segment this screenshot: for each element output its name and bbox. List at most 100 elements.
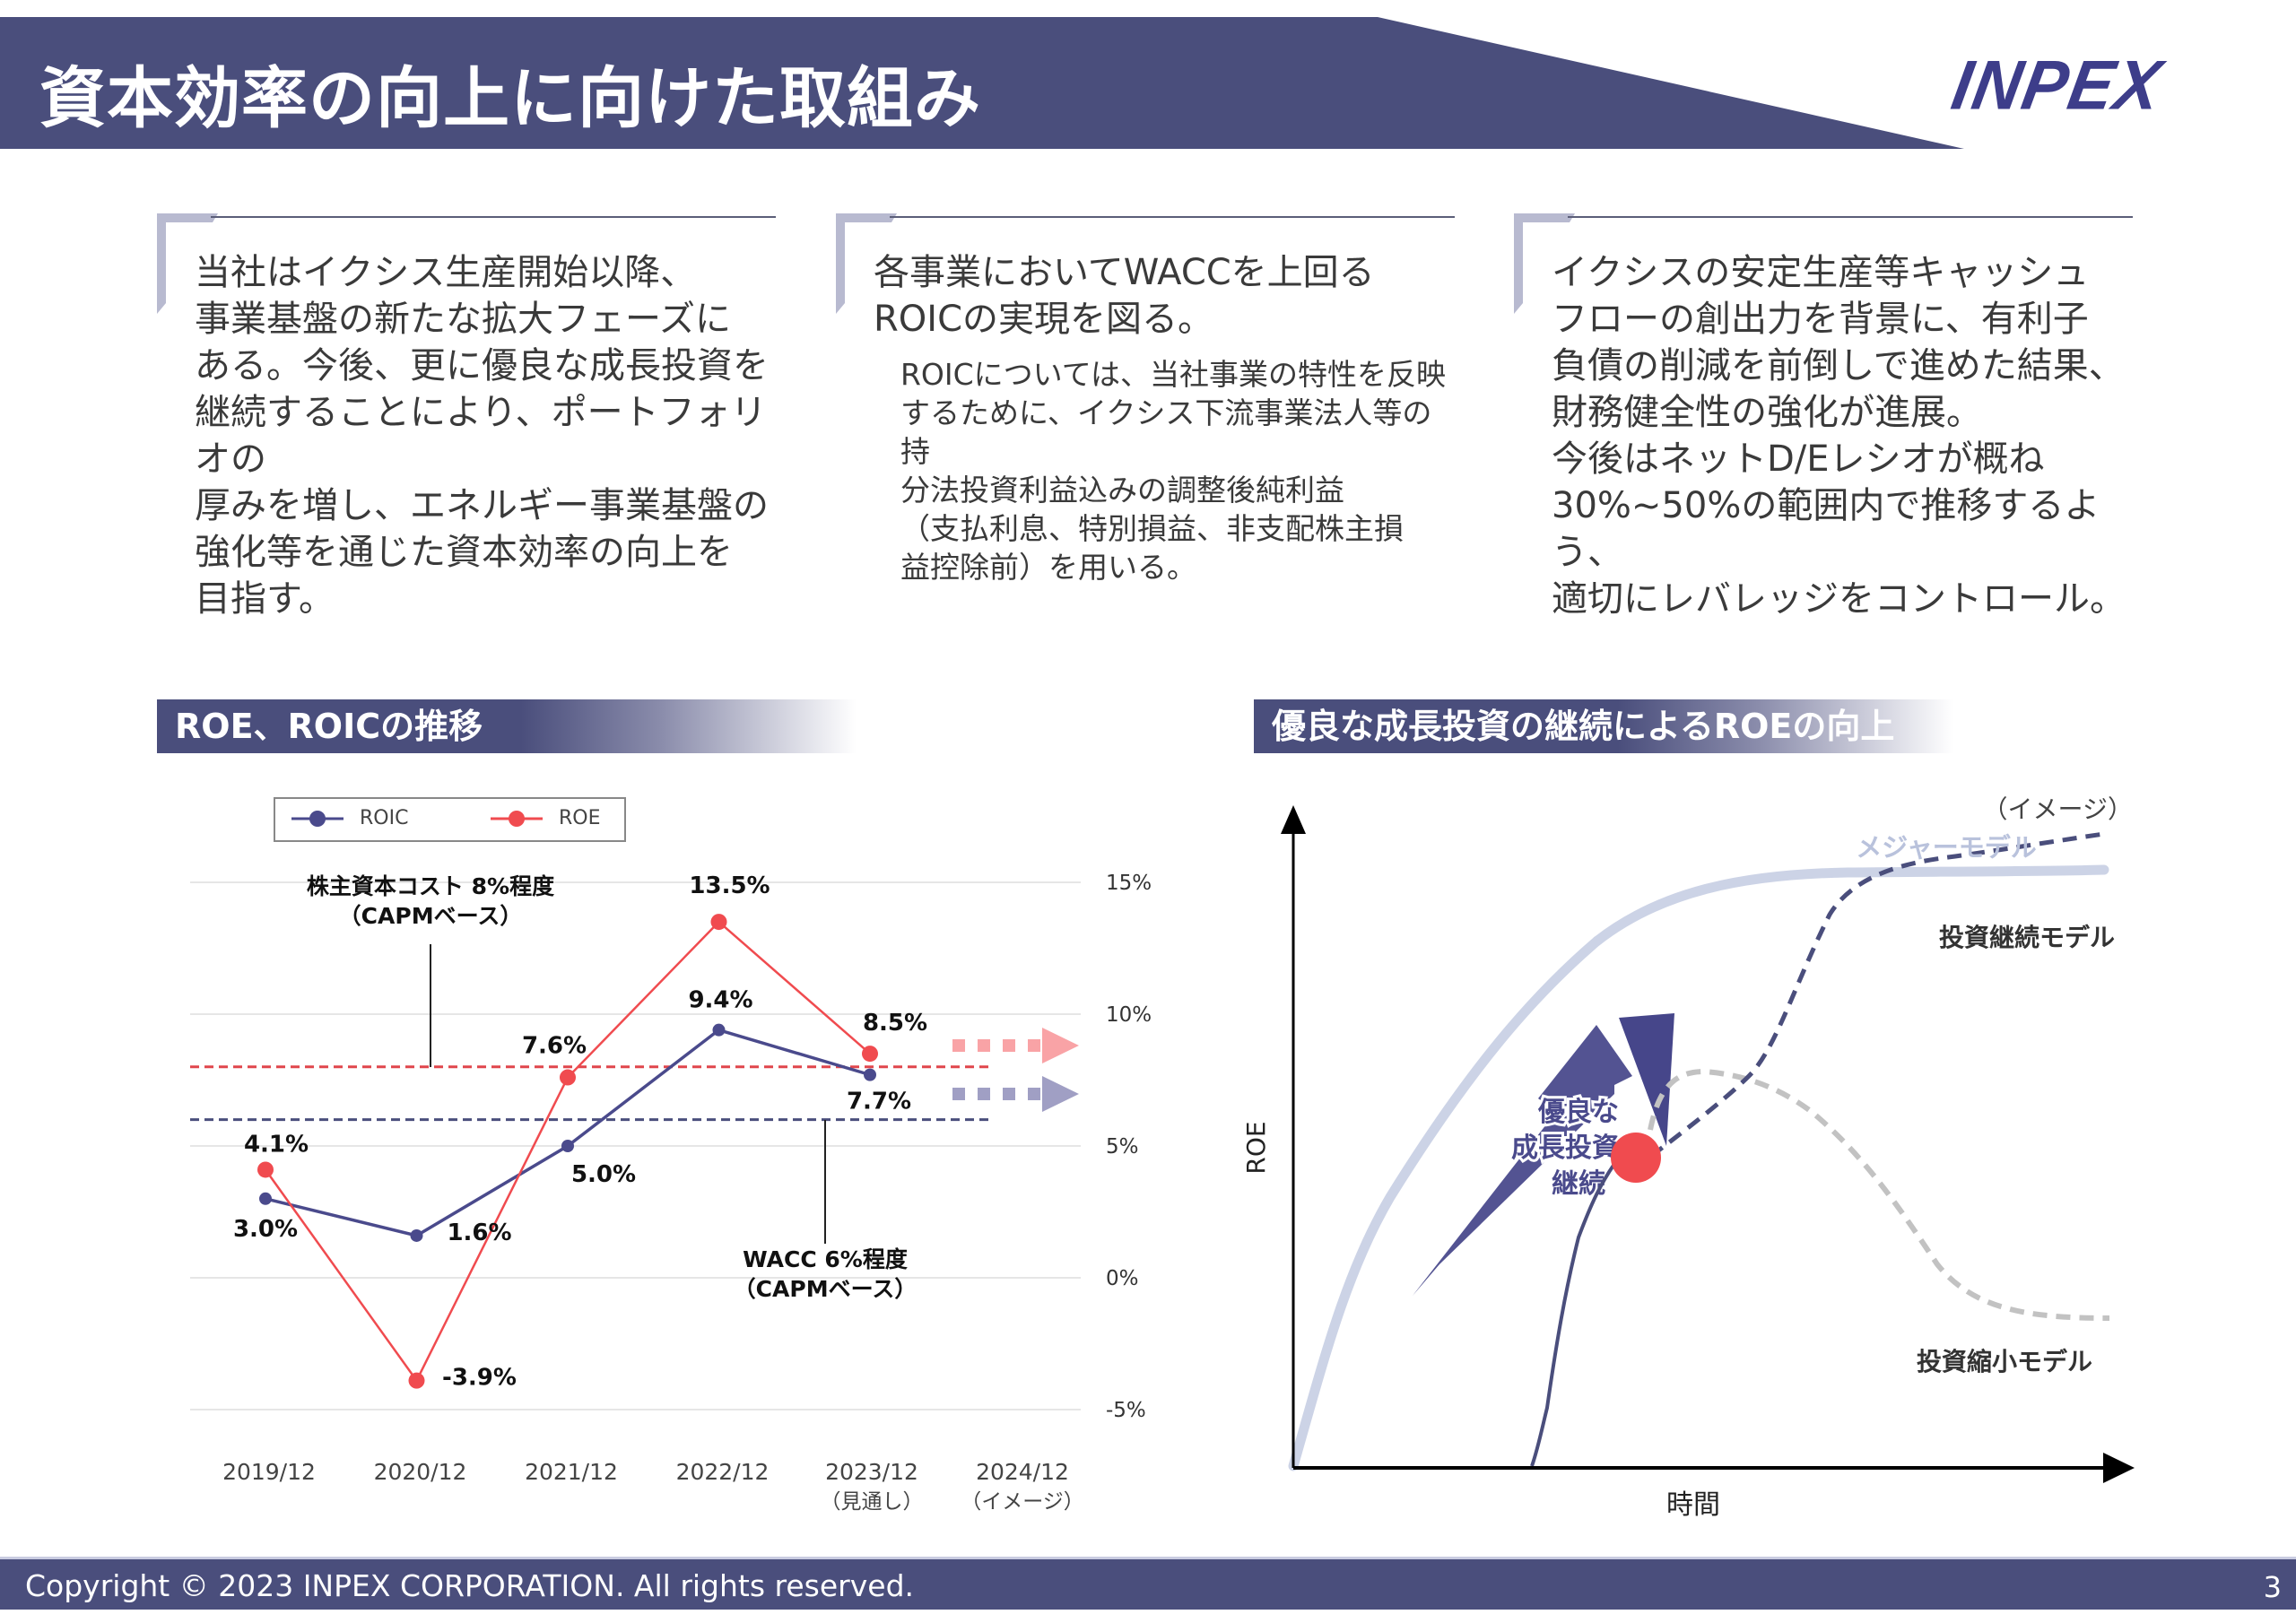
data-point-roe — [710, 914, 727, 931]
roe-roic-chart: 株主資本コスト 8%程度 （CAPMベース） WACC 6%程度 （CAPMベース） 3… — [190, 872, 1152, 1514]
data-point-roic — [561, 1140, 574, 1152]
forward-dash — [952, 1039, 965, 1052]
data-label-roic: 5.0% — [571, 1161, 636, 1188]
growth-arrow-head — [1619, 1013, 1674, 1146]
x-tick-label: 2024/12 — [976, 1459, 1069, 1485]
copyright-text: Copyright © 2023 INPEX CORPORATION. All … — [25, 1568, 915, 1603]
data-point-roic — [259, 1192, 272, 1205]
y-tick-label: 0% — [1106, 1267, 1139, 1290]
data-label-roe: 4.1% — [244, 1131, 309, 1158]
arrow-label-line3: 継続 — [1552, 1168, 1605, 1200]
reference-annotation: 株主資本コスト 8%程度 — [307, 873, 554, 899]
y-tick-label: 15% — [1106, 872, 1152, 895]
legend-item-roic: ROIC — [291, 807, 408, 829]
data-point-roic — [712, 1023, 726, 1037]
section-title-roe-growth: 優良な成長投資の継続によるROEの向上 — [1254, 699, 1953, 753]
y-axis-arrow-icon — [1281, 805, 1306, 834]
message-text: 当社はイクシス生産開始以降、 事業基盤の新たな拡大フェーズに ある。今後、更に優… — [195, 252, 769, 620]
legend-marker-roic — [291, 810, 344, 827]
image-note: （イメージ） — [1983, 794, 2133, 824]
divider — [1568, 216, 2133, 218]
section-title-roe-roic: ROE、ROICの推移 — [157, 699, 857, 753]
data-label-roic: 3.0% — [233, 1216, 298, 1243]
forward-arrow-icon — [1042, 1076, 1079, 1112]
x-tick-note: （イメージ） — [961, 1490, 1084, 1514]
message-text: 各事業においてWACCを上回る ROICの実現を図る。 — [874, 252, 1375, 340]
message-text: イクシスの安定生産等キャッシュ フローの創出力を背景に、有利子 負債の削減を前倒… — [1552, 252, 2126, 620]
data-label-roic: 7.7% — [847, 1089, 911, 1115]
forward-dash — [978, 1039, 990, 1052]
continue-model-curve — [1631, 831, 2105, 1172]
y-axis-label: ROE — [1241, 1121, 1271, 1174]
data-point-roe — [862, 1046, 878, 1063]
legend-label: ROIC — [360, 807, 409, 829]
forward-dash — [952, 1088, 965, 1100]
x-axis-label: 時間 — [1666, 1489, 1720, 1521]
legend-marker-roe — [491, 810, 543, 827]
footer: Copyright © 2023 INPEX CORPORATION. All … — [0, 1557, 2296, 1610]
data-label-roe: 7.6% — [522, 1033, 587, 1060]
growth-arrow-icon — [1413, 1025, 1632, 1296]
legend-item-roe: ROE — [491, 807, 601, 829]
y-tick-label: 10% — [1106, 1003, 1152, 1027]
x-tick-label: 2022/12 — [676, 1459, 770, 1485]
bracket-icon — [1514, 213, 1575, 314]
axis-layer: 15% 10% 5% 0% -5% 2019/12 2020/12 2021/12 2022/1… — [222, 872, 1152, 1514]
x-tick-label: 2020/12 — [374, 1459, 467, 1485]
shrink-model-curve — [1648, 1068, 2110, 1321]
message-box-1: 当社はイクシス生産開始以降、 事業基盤の新たな拡大フェーズに ある。今後、更に優… — [157, 213, 776, 620]
data-point-roe — [560, 1069, 576, 1086]
data-point-roe — [408, 1372, 425, 1389]
label-layer: 株主資本コスト 8%程度 （CAPMベース） WACC 6%程度 （CAPMベース） 3… — [233, 872, 927, 1392]
bracket-icon — [836, 213, 897, 314]
continue-model-label: 投資継続モデル — [1939, 923, 2115, 952]
divider — [890, 216, 1455, 218]
forward-dash — [1003, 1039, 1015, 1052]
page-title: 資本効率の向上に向けた取組み — [39, 60, 981, 137]
arrow-label-line1: 優良な — [1537, 1097, 1619, 1128]
data-point-roic — [410, 1228, 423, 1242]
reference-annotation: （CAPMベース） — [339, 903, 523, 929]
reference-annotation: WACC 6%程度 — [743, 1246, 908, 1272]
divider — [211, 216, 776, 218]
historical-roe-curve — [1530, 1162, 1616, 1467]
x-tick-label: 2023/12 — [825, 1459, 918, 1485]
reference-lines — [190, 944, 1079, 1244]
data-label-roic: 1.6% — [447, 1219, 511, 1246]
page-number: 3 — [2263, 1570, 2282, 1604]
shrink-model-label: 投資縮小モデル — [1917, 1347, 2092, 1376]
data-label-roe: 13.5% — [689, 872, 770, 899]
grid-layer — [190, 881, 1081, 1410]
forward-arrow-icon — [1042, 1028, 1079, 1063]
data-point-roe — [257, 1161, 274, 1178]
x-tick-label: 2019/12 — [222, 1459, 316, 1485]
roe-growth-concept-chart: 優良な 成長投資の 継続 ROE 時間 （イメージ） メジャーモデル 投資継続モ… — [1241, 794, 2135, 1521]
data-label-roic: 9.4% — [688, 987, 752, 1014]
forward-dash — [1028, 1088, 1040, 1100]
header-banner — [0, 17, 1964, 149]
chart-legend: ROIC ROE — [274, 797, 626, 842]
forward-dash — [1003, 1088, 1015, 1100]
inpex-logo: INPEX — [1946, 45, 2169, 125]
major-model-curve — [1288, 864, 2109, 1471]
data-label-roe: 8.5% — [863, 1010, 927, 1037]
current-position-marker — [1611, 1133, 1661, 1183]
bracket-icon — [157, 213, 218, 314]
message-subtext: ROICについては、当社事業の特性を反映 するために、イクシス下流事業法人等の持… — [900, 357, 1447, 585]
message-box-2: 各事業においてWACCを上回る ROICの実現を図る。 ROICについては、当社… — [836, 213, 1455, 585]
header-bar — [0, 17, 1964, 149]
message-box-3: イクシスの安定生産等キャッシュ フローの創出力を背景に、有利子 負債の削減を前倒… — [1514, 213, 2133, 620]
data-label-roe: -3.9% — [442, 1365, 517, 1392]
y-tick-label: -5% — [1106, 1399, 1146, 1422]
major-model-label: メジャーモデル — [1856, 832, 2037, 863]
y-tick-label: 5% — [1106, 1135, 1139, 1159]
legend-label: ROE — [559, 807, 601, 829]
series-layer — [257, 914, 878, 1389]
x-tick-note: （見通し） — [821, 1490, 924, 1514]
x-tick-label: 2021/12 — [525, 1459, 618, 1485]
series-line-roic — [265, 1028, 871, 1237]
x-axis-arrow-icon — [2103, 1453, 2135, 1483]
forward-dash — [978, 1088, 990, 1100]
data-point-roic — [864, 1068, 876, 1081]
reference-annotation: （CAPMベース） — [734, 1276, 918, 1302]
